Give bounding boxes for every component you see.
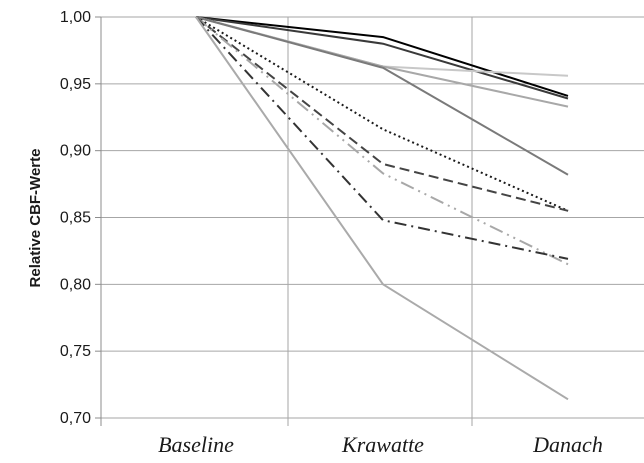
axes <box>95 16 102 426</box>
series-lines <box>195 16 569 401</box>
series-line-7 <box>195 16 569 212</box>
gridlines <box>101 16 644 426</box>
series-line-4 <box>195 16 569 108</box>
y-tick-label: 0,90 <box>60 143 91 160</box>
y-tick-label: 0,75 <box>60 343 91 360</box>
x-tick-label: Danach <box>532 432 603 457</box>
series-line-9 <box>195 16 569 260</box>
x-tick-label: Krawatte <box>341 432 424 457</box>
y-tick-label: 1,00 <box>60 9 91 26</box>
series-line-10 <box>195 16 569 401</box>
tick-labels: 1,00 0,95 0,90 0,85 0,80 0,75 0,70 Baseline Kraw… <box>60 9 603 457</box>
y-tick-label: 0,85 <box>60 210 91 227</box>
y-tick-label: 0,70 <box>60 410 91 427</box>
series-line-2 <box>195 16 569 100</box>
series-line-6 <box>195 16 569 212</box>
y-tick-label: 0,80 <box>60 276 91 293</box>
y-tick-label: 0,95 <box>60 76 91 93</box>
series-line-1 <box>195 16 569 97</box>
series-line-5 <box>195 16 569 176</box>
y-axis-label: Relative CBF-Werte <box>27 149 44 288</box>
x-tick-label: Baseline <box>158 432 234 457</box>
series-line-8 <box>195 16 569 266</box>
